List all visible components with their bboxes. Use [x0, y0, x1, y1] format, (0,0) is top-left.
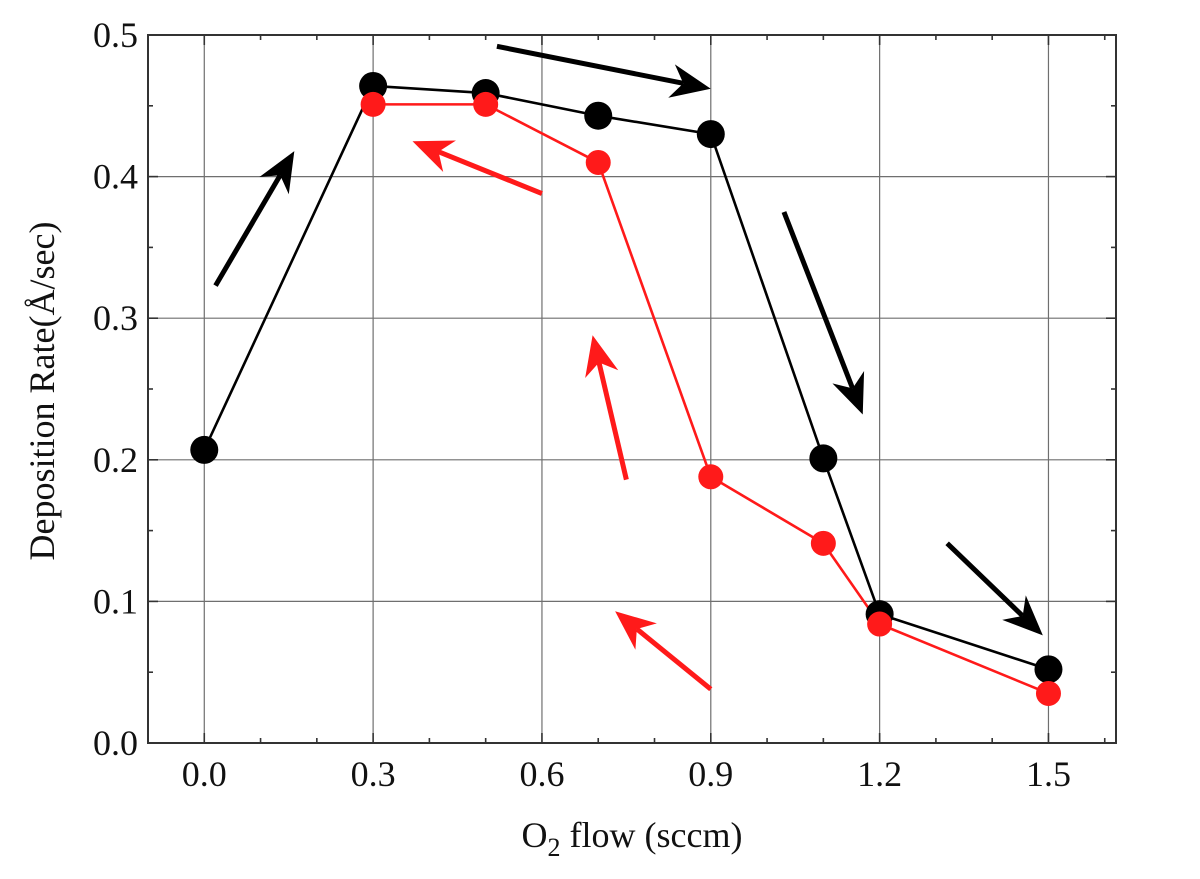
x-axis-title: O2 flow (sccm) [522, 815, 743, 862]
x-tick-label: 0.3 [351, 754, 396, 794]
arrow-shaft [437, 149, 543, 196]
annotation-arrow-0 [213, 151, 295, 287]
arrow-shaft [945, 541, 1025, 618]
x-axis-title-subscript: 2 [548, 833, 561, 862]
series-1-point [585, 149, 611, 175]
series-1-point [698, 464, 724, 490]
series-1-point [1035, 680, 1061, 706]
arrow-head [615, 611, 657, 650]
series-points [190, 71, 1063, 706]
x-tick-label: 1.5 [1026, 754, 1071, 794]
annotation-arrow-3 [945, 541, 1043, 636]
annotation-arrow-1 [496, 43, 711, 98]
y-tick-label: 0.1 [93, 581, 138, 621]
arrow-shaft [781, 211, 855, 390]
annotation-arrows [213, 43, 1043, 692]
x-axis-title-rest: flow (sccm) [561, 815, 743, 855]
annotation-arrow-5 [585, 335, 629, 481]
series-0-point [190, 435, 219, 464]
series-1-point [810, 530, 836, 556]
annotation-arrow-2 [781, 211, 865, 415]
arrow-shaft [496, 43, 684, 86]
series-0-point [359, 71, 388, 100]
x-tick-label: 0.0 [182, 754, 227, 794]
arrow-head [412, 140, 456, 172]
x-tick-label: 0.9 [688, 754, 733, 794]
series-0-point [1034, 655, 1063, 684]
arrow-shaft [635, 627, 713, 692]
arrow-shaft [596, 361, 629, 481]
series-1-point [360, 91, 386, 117]
y-tick-label: 0.5 [93, 15, 138, 55]
y-tick-label: 0.0 [93, 723, 138, 763]
series-1-point [867, 611, 893, 637]
series-0-line [203, 84, 1049, 671]
series-0-point [584, 101, 613, 130]
arrow-head [259, 151, 295, 195]
arrow-shaft [213, 174, 283, 287]
plot-frame [147, 34, 1117, 744]
y-axis-title: Deposition Rate(Å/sec) [22, 222, 62, 561]
series-0-point [696, 120, 725, 149]
x-axis-title-main: O [522, 815, 548, 855]
y-tick-label: 0.4 [93, 157, 138, 197]
arrow-head [832, 371, 865, 415]
annotation-arrow-6 [412, 140, 543, 196]
arrow-head [668, 64, 711, 98]
arrow-head [585, 335, 619, 379]
annotation-arrow-4 [615, 611, 713, 692]
x-tick-label: 0.6 [519, 754, 564, 794]
series-0-point [809, 444, 838, 473]
y-tick-label: 0.3 [93, 298, 138, 338]
arrow-head [1002, 595, 1043, 636]
y-tick-label: 0.2 [93, 440, 138, 480]
series-1-point [473, 91, 499, 117]
x-tick-label: 1.2 [857, 754, 902, 794]
tick-labels: 0.0 0.3 0.6 0.9 1.2 1.5 0.0 0.1 0.2 0.3 0.4 0.5 [93, 15, 1071, 794]
